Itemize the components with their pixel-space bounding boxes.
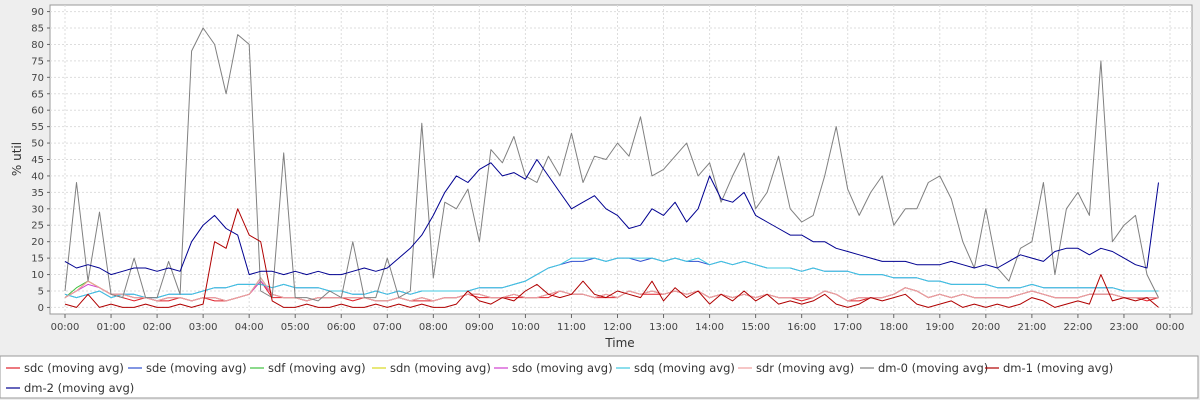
y-axis: 0 5 10 15 20 25 30 35 40 45 50 55 60 65 70 75 80 85 90 xyxy=(31,7,50,314)
y-tick-label: 5 xyxy=(38,286,44,297)
y-tick-label: 0 xyxy=(38,303,44,314)
x-tick-label: 14:00 xyxy=(695,322,724,333)
x-tick-label: 18:00 xyxy=(879,322,908,333)
series-line-dm-2 xyxy=(64,159,1159,276)
y-tick-label: 40 xyxy=(31,171,44,182)
x-tick-label: 00:00 xyxy=(51,322,80,333)
x-tick-label: 15:00 xyxy=(741,322,770,333)
legend-label-sdq: sdq (moving avg) xyxy=(634,361,735,375)
x-tick-label: 09:00 xyxy=(465,322,494,333)
x-tick-label: 11:00 xyxy=(557,322,586,333)
y-tick-label: 55 xyxy=(31,122,44,133)
legend: sdc (moving avg) sde (moving avg) sdf (mov… xyxy=(6,361,1113,395)
legend-label-dm-2: dm-2 (moving avg) xyxy=(24,381,134,395)
x-tick-label: 07:00 xyxy=(373,322,402,333)
x-tick-label: 06:00 xyxy=(327,322,356,333)
y-tick-label: 75 xyxy=(31,56,44,67)
series-line-dm-0 xyxy=(64,27,1159,302)
legend-box xyxy=(0,355,1199,399)
legend-label-sdo: sdo (moving avg) xyxy=(512,361,613,375)
x-tick-label: 22:00 xyxy=(1064,322,1093,333)
x-tick-label: 02:00 xyxy=(143,322,172,333)
legend-label-sdc: sdc (moving avg) xyxy=(24,361,124,375)
series-line-sdq xyxy=(64,257,1159,299)
x-tick-label: 04:00 xyxy=(235,322,264,333)
x-tick-label: 13:00 xyxy=(649,322,678,333)
y-tick-label: 25 xyxy=(31,221,44,232)
legend-label-dm-1: dm-1 (moving avg) xyxy=(1003,361,1113,375)
legend-label-dm-0: dm-0 (moving avg) xyxy=(878,361,988,375)
x-tick-label: 05:00 xyxy=(281,322,310,333)
y-tick-label: 50 xyxy=(31,139,44,150)
x-tick-label: 00:00 xyxy=(1156,322,1185,333)
y-tick-label: 60 xyxy=(31,106,44,117)
x-tick-label: 19:00 xyxy=(925,322,954,333)
x-tick-label: 23:00 xyxy=(1110,322,1139,333)
x-tick-label: 08:00 xyxy=(419,322,448,333)
series-line-dm-1 xyxy=(64,208,1159,308)
series-lines xyxy=(64,27,1159,308)
x-tick-label: 12:00 xyxy=(603,322,632,333)
x-axis-title: Time xyxy=(604,336,634,350)
x-tick-label: 16:00 xyxy=(787,322,816,333)
y-tick-label: 65 xyxy=(31,89,44,100)
y-tick-label: 70 xyxy=(31,73,44,84)
y-axis-title: % util xyxy=(10,142,24,176)
y-tick-label: 90 xyxy=(31,7,44,18)
y-tick-label: 20 xyxy=(31,237,44,248)
grid-lines xyxy=(50,5,1192,314)
x-tick-label: 20:00 xyxy=(971,322,1000,333)
x-tick-label: 01:00 xyxy=(97,322,126,333)
y-tick-label: 10 xyxy=(31,270,44,281)
x-axis: 00:00 01:00 02:00 03:00 04:00 05:00 06:00 07:00… xyxy=(51,314,1185,333)
y-tick-label: 45 xyxy=(31,155,44,166)
x-tick-label: 10:00 xyxy=(511,322,540,333)
legend-label-sdf: sdf (moving avg) xyxy=(268,361,366,375)
y-tick-label: 80 xyxy=(31,40,44,51)
x-tick-label: 21:00 xyxy=(1017,322,1046,333)
y-tick-label: 85 xyxy=(31,24,44,35)
x-tick-label: 03:00 xyxy=(189,322,218,333)
legend-label-sde: sde (moving avg) xyxy=(146,361,247,375)
y-tick-label: 15 xyxy=(31,254,44,265)
x-tick-label: 17:00 xyxy=(833,322,862,333)
plot-area xyxy=(49,4,1193,315)
legend-label-sdr: sdr (moving avg) xyxy=(756,361,854,375)
series-line-sdr xyxy=(64,277,1159,302)
y-tick-label: 30 xyxy=(31,204,44,215)
y-tick-label: 35 xyxy=(31,188,44,199)
legend-label-sdn: sdn (moving avg) xyxy=(390,361,491,375)
